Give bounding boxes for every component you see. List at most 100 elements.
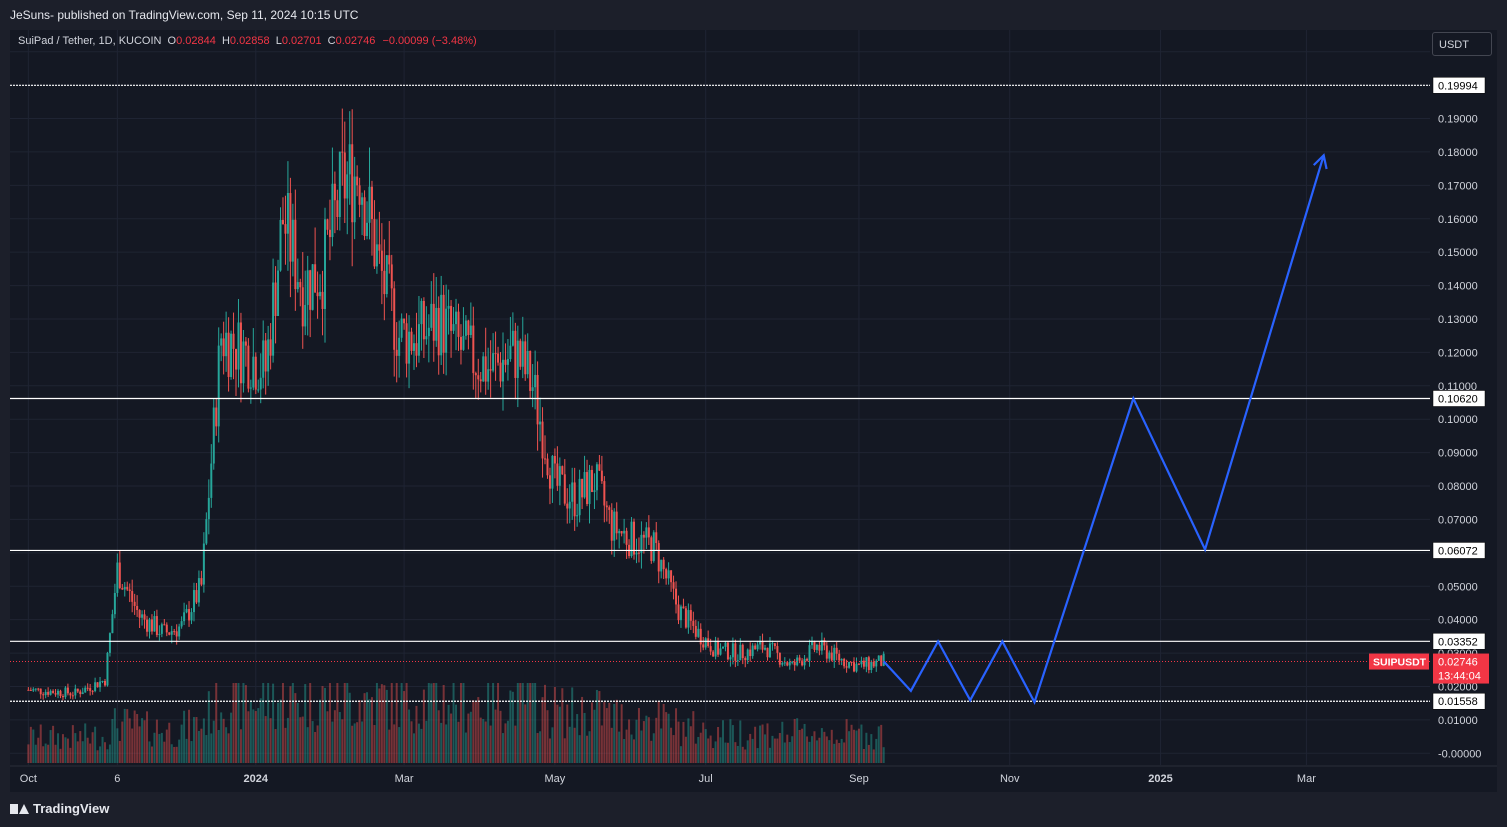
y-tick-label: 0.16000 xyxy=(1438,214,1478,226)
candle-body xyxy=(665,569,668,579)
candle-body xyxy=(534,374,537,388)
volume-bar xyxy=(835,739,838,763)
volume-bar xyxy=(380,684,383,763)
volume-bar xyxy=(588,731,591,763)
candle-body xyxy=(729,657,732,660)
candle-body xyxy=(291,219,294,262)
volume-bar xyxy=(776,738,779,763)
volume-bar xyxy=(393,724,396,763)
y-tick-label: 0.09000 xyxy=(1438,448,1478,460)
symbol-tag-box xyxy=(1369,653,1429,670)
candle-body xyxy=(316,292,319,297)
candle-body xyxy=(106,652,109,686)
chart-area[interactable]: 0.210000.200000.190000.180000.170000.160… xyxy=(10,30,1497,792)
candle-body xyxy=(175,631,178,637)
x-tick-label: 6 xyxy=(114,773,120,785)
candle-body xyxy=(126,586,129,590)
tradingview-logo[interactable]: TradingView xyxy=(10,801,109,816)
candle-body xyxy=(71,695,74,697)
volume-bar xyxy=(558,706,561,763)
volume-bar xyxy=(200,728,203,763)
volume-bar xyxy=(351,725,354,763)
volume-bar xyxy=(168,722,171,763)
candle-body xyxy=(415,343,418,356)
volume-bar xyxy=(425,720,428,763)
currency-button[interactable]: USDT xyxy=(1432,32,1492,56)
candle-body xyxy=(637,552,640,554)
volume-bar xyxy=(637,708,640,763)
candle-body xyxy=(679,606,682,621)
candle-body xyxy=(272,282,275,356)
candle-body xyxy=(284,224,287,234)
y-tick-label: 0.08000 xyxy=(1438,481,1478,493)
candle-body xyxy=(378,244,381,251)
volume-bar xyxy=(296,702,299,763)
candle-body xyxy=(531,387,534,391)
volume-bar xyxy=(583,712,586,763)
candle-body xyxy=(689,610,692,621)
y-tick-label: 0.07000 xyxy=(1438,514,1478,526)
volume-bar xyxy=(264,716,267,763)
candle-body xyxy=(59,690,62,697)
price-chart[interactable]: 0.210000.200000.190000.180000.170000.160… xyxy=(10,30,1497,792)
candle-body xyxy=(657,543,660,572)
volume-bar xyxy=(116,728,119,763)
candle-body xyxy=(321,291,324,309)
volume-bar xyxy=(316,725,319,763)
candle-body xyxy=(183,612,186,622)
volume-bar xyxy=(301,716,304,763)
footer-bar xyxy=(0,792,1507,827)
candle-body xyxy=(754,645,757,650)
volume-bar xyxy=(615,699,618,763)
candle-body xyxy=(875,660,878,667)
candle-body xyxy=(49,690,52,695)
volume-bar xyxy=(726,742,729,763)
candle-body xyxy=(42,694,45,696)
volume-bar xyxy=(600,725,603,763)
candlesticks xyxy=(27,108,885,701)
candle-body xyxy=(810,641,813,646)
volume-bar xyxy=(694,743,697,763)
candle-body xyxy=(52,690,55,694)
volume-bar xyxy=(71,725,74,763)
volume-bar xyxy=(509,690,512,763)
candle-body xyxy=(677,604,680,621)
volume-bar xyxy=(128,718,131,763)
volume-bar xyxy=(756,748,759,763)
candle-body xyxy=(719,648,722,655)
candle-body xyxy=(29,689,32,691)
volume-bar xyxy=(29,726,32,763)
candle-body xyxy=(566,503,569,509)
volume-bar xyxy=(178,739,181,763)
candle-body xyxy=(133,601,136,606)
volume-bars xyxy=(27,683,885,763)
volume-bar xyxy=(573,727,576,763)
volume-bar xyxy=(123,708,126,763)
price-tag-countdown: 13:44:04 xyxy=(1438,671,1481,683)
volume-bar xyxy=(618,731,621,763)
volume-bar xyxy=(190,741,193,763)
candle-body xyxy=(707,638,710,647)
volume-bar xyxy=(526,683,529,763)
candle-body xyxy=(736,660,739,662)
volume-bar xyxy=(586,735,589,763)
candle-body xyxy=(655,532,658,544)
candle-body xyxy=(650,537,653,561)
volume-bar xyxy=(225,727,228,763)
volume-bar xyxy=(232,683,235,763)
volume-bar xyxy=(79,731,82,763)
candle-body xyxy=(558,466,561,486)
candle-body xyxy=(32,689,35,691)
candle-body xyxy=(235,348,238,370)
volume-bar xyxy=(412,733,415,763)
volume-bar xyxy=(150,746,153,763)
candle-body xyxy=(220,338,223,346)
candle-body xyxy=(155,616,158,635)
volume-bar xyxy=(741,746,744,763)
volume-bar xyxy=(385,689,388,763)
volume-bar xyxy=(514,725,517,763)
volume-bar xyxy=(91,732,94,763)
x-tick-label: Mar xyxy=(395,773,414,785)
volume-bar xyxy=(368,699,371,763)
candle-body xyxy=(845,666,848,668)
